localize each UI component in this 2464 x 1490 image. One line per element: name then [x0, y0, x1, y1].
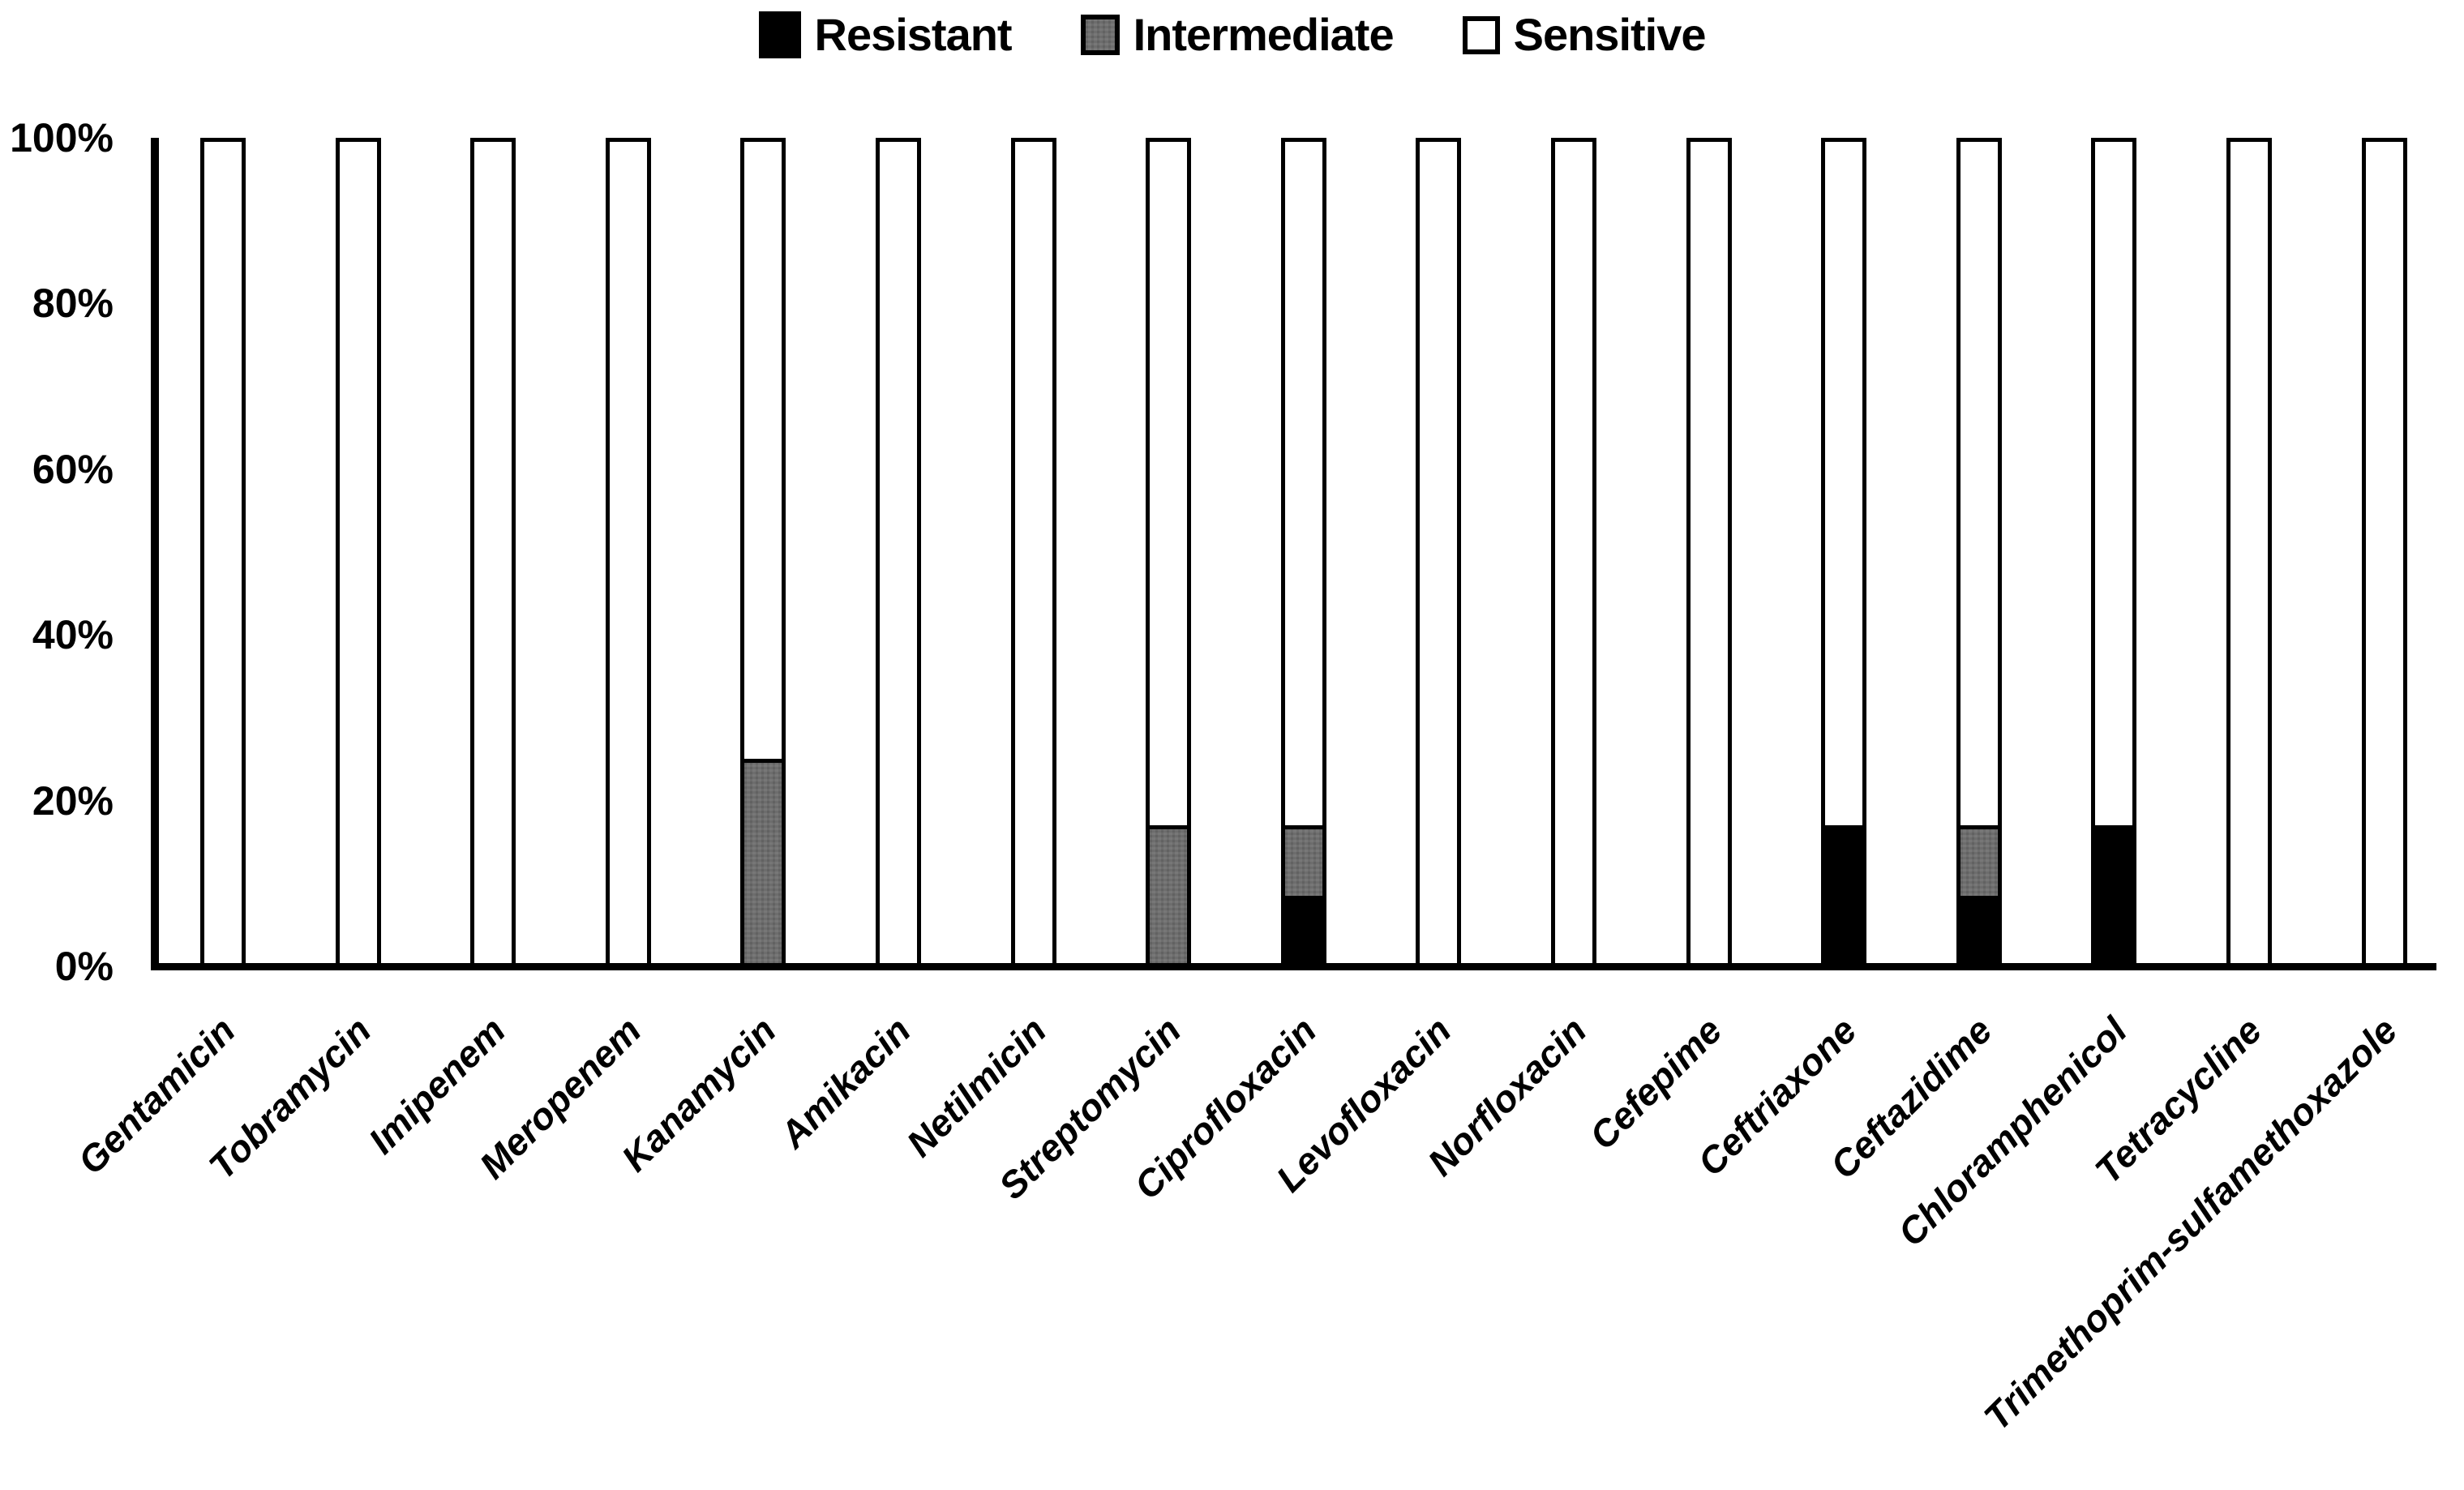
bar-ciprofloxacin	[1281, 138, 1326, 966]
y-axis-tick-label: 100%	[10, 115, 114, 161]
y-axis-tick-label: 80%	[32, 280, 114, 326]
bar-chloramphenicol	[2091, 138, 2136, 966]
y-axis-tick-label: 20%	[32, 778, 114, 824]
legend-marker-intermediate-icon	[1080, 15, 1120, 55]
bar-streptomycin	[1146, 138, 1191, 966]
bar-meropenem	[606, 138, 651, 966]
legend-item-resistant: Resistant	[758, 9, 1013, 60]
segment-resistant	[2095, 825, 2132, 966]
x-axis-line	[151, 963, 2436, 970]
x-axis-label: Cefepime	[1580, 1008, 1729, 1158]
legend-item-intermediate: Intermediate	[1080, 9, 1395, 60]
segment-resistant	[1960, 896, 1998, 966]
bar-tetracycline	[2226, 138, 2272, 966]
segment-intermediate	[1150, 825, 1187, 966]
y-axis-tick-label: 40%	[32, 612, 114, 657]
segment-intermediate	[1285, 825, 1322, 896]
bar-kanamycin	[740, 138, 786, 966]
bar-imipenem	[470, 138, 516, 966]
bar-trimethoprim-sulfamethoxazole	[2362, 138, 2407, 966]
bar-amikacin	[876, 138, 921, 966]
segment-resistant	[1825, 825, 1862, 966]
bar-gentamicin	[200, 138, 246, 966]
bar-cefepime	[1686, 138, 1732, 966]
legend-item-sensitive: Sensitive	[1462, 9, 1707, 60]
legend-label: Sensitive	[1513, 9, 1707, 60]
legend-label: Intermediate	[1133, 9, 1395, 60]
y-axis-tick-label: 60%	[32, 447, 114, 492]
bar-levofloxacin	[1416, 138, 1461, 966]
bar-ceftriaxone	[1821, 138, 1866, 966]
x-axis-label: Amikacin	[771, 1008, 919, 1156]
legend-marker-sensitive-icon	[1462, 15, 1500, 54]
x-axis-label: Chloramphenicol	[1889, 1008, 2135, 1255]
bar-ceftazidime	[1956, 138, 2002, 966]
segment-resistant	[1285, 896, 1322, 966]
bar-tobramycin	[336, 138, 381, 966]
segment-intermediate	[1960, 825, 1998, 896]
bar-netilmicin	[1011, 138, 1056, 966]
y-axis-tick-label: 0%	[54, 944, 114, 989]
segment-intermediate	[744, 759, 782, 966]
legend-marker-resistant-icon	[758, 11, 801, 58]
bar-norfloxacin	[1551, 138, 1596, 966]
legend: Resistant Intermediate Sensitive	[0, 5, 2464, 65]
legend-label: Resistant	[814, 9, 1013, 60]
y-axis-line	[151, 138, 159, 970]
